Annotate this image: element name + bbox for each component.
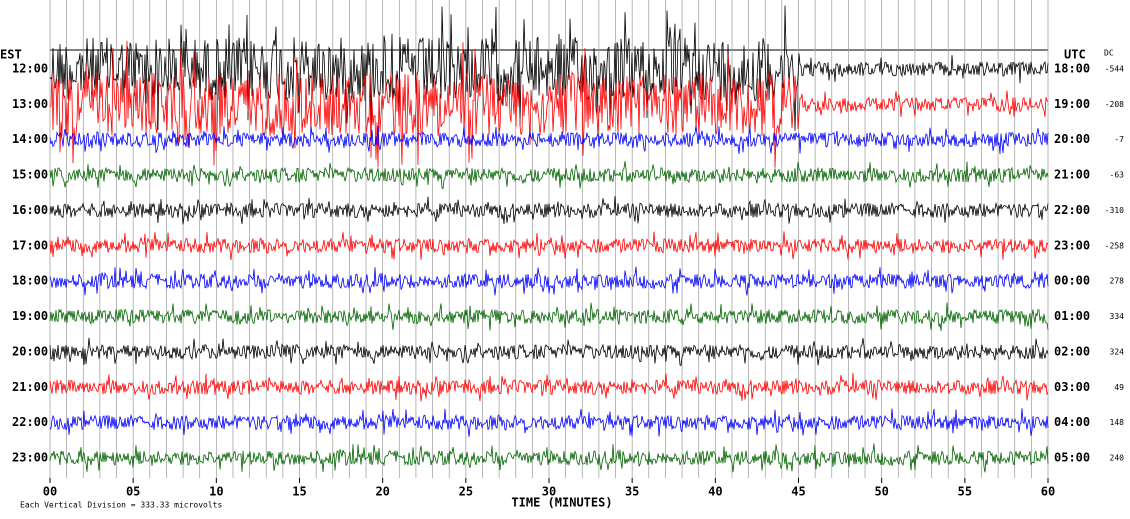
trace	[49, 266, 1049, 296]
trace	[49, 161, 1049, 190]
utc-label: 04:00	[1054, 415, 1090, 429]
x-tick-label: 35	[625, 485, 639, 499]
dc-value: -7	[1114, 135, 1124, 144]
est-label: 14:00	[12, 132, 48, 146]
utc-label: 01:00	[1054, 309, 1090, 323]
utc-label: 00:00	[1054, 274, 1090, 288]
x-tick-label: 25	[459, 485, 473, 499]
trace	[49, 337, 1049, 367]
est-label: 21:00	[12, 380, 48, 394]
utc-label: 03:00	[1054, 380, 1090, 394]
est-label: 18:00	[12, 274, 48, 288]
dc-value: 49	[1114, 383, 1124, 392]
x-tick-label: 60	[1041, 485, 1055, 499]
est-label: 15:00	[12, 168, 48, 182]
trace	[49, 302, 1049, 331]
x-tick-label: 30	[542, 485, 556, 499]
trace	[49, 40, 1049, 168]
dc-value: 148	[1110, 418, 1125, 427]
dc-value: -258	[1105, 241, 1124, 250]
trace	[49, 125, 1049, 155]
right-header: UTC	[1064, 48, 1086, 62]
x-tick-label: 50	[874, 485, 888, 499]
utc-label: 05:00	[1054, 451, 1090, 465]
x-tick-label: 10	[209, 485, 223, 499]
x-tick-label: 55	[958, 485, 972, 499]
x-axis-label: TIME (MINUTES)	[511, 496, 612, 510]
x-tick-label: 00	[43, 485, 57, 499]
x-tick-label: 45	[791, 485, 805, 499]
trace	[49, 408, 1049, 437]
utc-label: 22:00	[1054, 203, 1090, 217]
est-label: 16:00	[12, 203, 48, 217]
trace	[49, 5, 1049, 132]
x-tick-label: 40	[708, 485, 722, 499]
est-label: 23:00	[12, 451, 48, 465]
trace	[49, 443, 1049, 473]
utc-label: 18:00	[1054, 62, 1090, 76]
dc-value: 324	[1110, 347, 1125, 356]
x-tick-label: 05	[126, 485, 140, 499]
dc-value: 240	[1110, 454, 1125, 463]
trace	[49, 196, 1049, 225]
x-tick-label: 20	[375, 485, 389, 499]
dc-value: 334	[1110, 312, 1125, 321]
est-label: 12:00	[12, 62, 48, 76]
dc-value: 278	[1110, 277, 1125, 286]
utc-label: 02:00	[1054, 344, 1090, 358]
dc-header: DC	[1104, 49, 1114, 58]
utc-label: 20:00	[1054, 132, 1090, 146]
est-label: 20:00	[12, 344, 48, 358]
dc-value: -208	[1105, 100, 1124, 109]
utc-label: 21:00	[1054, 168, 1090, 182]
footer: Each Vertical Division = 333.33 microvol…	[20, 501, 222, 510]
trace	[49, 231, 1049, 261]
est-label: 13:00	[12, 97, 48, 111]
est-label: 22:00	[12, 415, 48, 429]
trace	[49, 372, 1049, 402]
dc-value: -63	[1110, 171, 1125, 180]
utc-label: 23:00	[1054, 238, 1090, 252]
est-label: 17:00	[12, 238, 48, 252]
est-label: 19:00	[12, 309, 48, 323]
x-tick-label: 15	[292, 485, 306, 499]
dc-value: -544	[1105, 65, 1124, 74]
dc-value: -310	[1105, 206, 1124, 215]
utc-label: 19:00	[1054, 97, 1090, 111]
left-header: EST	[0, 48, 22, 62]
